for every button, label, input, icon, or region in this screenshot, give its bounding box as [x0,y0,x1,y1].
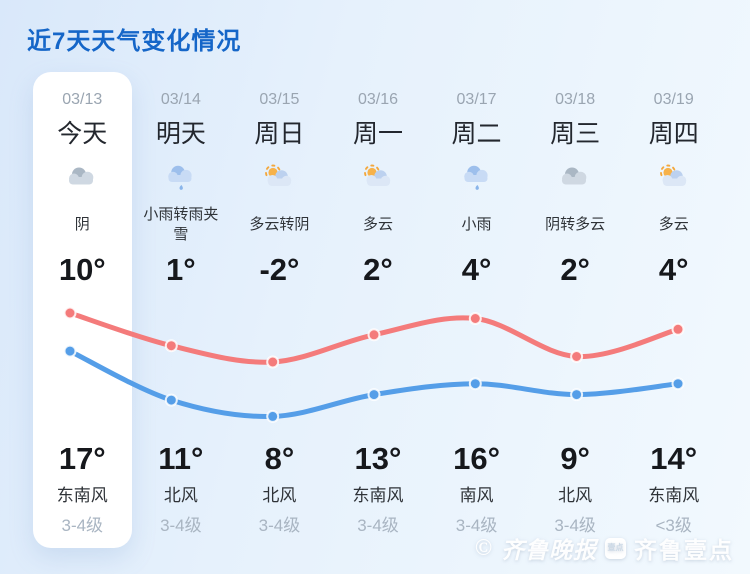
high-temperature: 14° [650,441,698,476]
day-column-03/19[interactable]: 03/19 周四 多云 4° 14° 东南风 <3级 [624,72,723,548]
watermark-brand-text: 齐鲁壹点 [634,537,734,563]
condition-label: 多云 [658,216,689,233]
date-label: 03/16 [357,91,399,108]
day-name: 周一 [352,120,403,148]
high-temperature: 13° [354,441,402,476]
date-label: 03/15 [259,91,300,108]
high-temperature: 16° [453,441,500,476]
chart-area-spacer [427,290,526,438]
chart-area-spacer [230,290,329,438]
rain-icon [132,158,231,196]
wind-direction: 北风 [163,486,198,505]
wind-level: 3-4级 [357,516,399,535]
cloud-icon [526,158,625,196]
page-title: 近7天天气变化情况 [27,28,242,55]
high-temperature: 17° [58,441,106,476]
condition-label: 多云转阴 [249,216,310,233]
sun-cloud-icon [624,158,723,196]
high-temperature: 11° [158,441,204,476]
high-temperature: 9° [560,441,590,476]
day-column-03/13[interactable]: 03/13 今天 阴 10° 17° 东南风 3-4级 [33,72,132,548]
watermark: © 齐鲁晚报 壹点 齐鲁壹点 [475,531,734,565]
high-temperature: 8° [264,441,295,476]
yidian-app-icon: 壹点 [605,537,626,559]
date-label: 03/18 [555,91,596,108]
day-name: 周二 [451,120,502,148]
day-name: 周四 [648,120,699,148]
low-temperature: 2° [560,252,590,287]
rain-icon [427,158,526,196]
wind-direction: 南风 [459,486,494,505]
wind-level: 3-4级 [160,516,202,535]
condition-label: 阴转多云 [545,216,606,233]
chart-area-spacer [526,290,625,438]
day-column-03/16[interactable]: 03/16 周一 多云 2° 13° 东南风 3-4级 [329,72,428,548]
forecast-board: 03/13 今天 阴 10° 17° 东南风 3-4级 03/14 明天 小雨转… [33,72,723,548]
wind-direction: 东南风 [648,486,700,505]
wind-level: 3-4级 [554,516,596,535]
date-label: 03/19 [653,91,694,108]
cloud-icon [33,158,132,196]
chart-area-spacer [624,290,723,438]
condition-label: 小雨 [461,216,492,233]
chart-area-spacer [329,290,428,438]
low-temperature: 2° [363,252,393,287]
day-name: 周日 [254,120,305,148]
low-temperature: -2° [259,252,300,287]
day-name: 周三 [550,120,601,148]
day-columns: 03/13 今天 阴 10° 17° 东南风 3-4级 03/14 明天 小雨转… [33,72,723,548]
condition-label: 阴 [74,216,90,233]
date-label: 03/14 [160,91,201,108]
wind-level: 3-4级 [455,516,498,535]
wind-direction: 东南风 [56,486,108,505]
watermark-copyright: © [474,535,493,560]
day-column-03/14[interactable]: 03/14 明天 小雨转雨夹雪 1° 11° 北风 3-4级 [132,72,231,548]
wind-direction: 北风 [262,486,297,505]
day-name: 今天 [57,120,108,148]
low-temperature: 4° [658,252,689,287]
day-column-03/15[interactable]: 03/15 周日 多云转阴 -2° 8° 北风 3-4级 [230,72,329,548]
date-label: 03/13 [62,91,103,108]
low-temperature: 4° [461,252,492,287]
day-column-03/18[interactable]: 03/18 周三 阴转多云 2° 9° 北风 3-4级 [526,72,625,548]
low-temperature: 1° [166,252,196,287]
low-temperature: 10° [58,252,106,287]
sun-cloud-icon [329,158,428,196]
sun-cloud-icon [230,158,329,196]
chart-area-spacer [33,290,132,438]
wind-level: <3级 [655,516,692,535]
condition-label: 小雨转雨夹雪 [143,206,219,243]
day-name: 明天 [155,120,206,148]
condition-label: 多云 [362,216,393,233]
wind-direction: 东南风 [352,486,404,505]
day-column-03/17[interactable]: 03/17 周二 小雨 4° 16° 南风 3-4级 [427,72,526,548]
watermark-newspaper-logo: 齐鲁晚报 [501,538,597,563]
wind-direction: 北风 [558,486,593,505]
date-label: 03/17 [456,91,497,108]
wind-level: 3-4级 [61,516,104,535]
chart-area-spacer [132,290,231,438]
wind-level: 3-4级 [258,516,301,535]
